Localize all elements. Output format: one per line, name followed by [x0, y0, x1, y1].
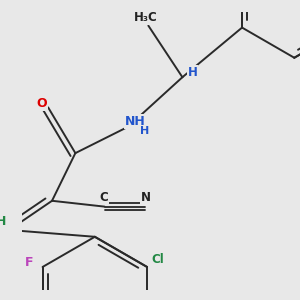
Text: F: F: [26, 256, 34, 269]
Text: H: H: [140, 127, 149, 136]
Text: H₃C: H₃C: [134, 11, 158, 24]
Text: O: O: [36, 97, 47, 110]
Text: NH: NH: [125, 115, 146, 128]
Text: N: N: [141, 191, 152, 204]
Text: H: H: [188, 66, 197, 79]
Text: H: H: [0, 215, 6, 228]
Text: Cl: Cl: [152, 253, 165, 266]
Text: C: C: [99, 191, 108, 204]
